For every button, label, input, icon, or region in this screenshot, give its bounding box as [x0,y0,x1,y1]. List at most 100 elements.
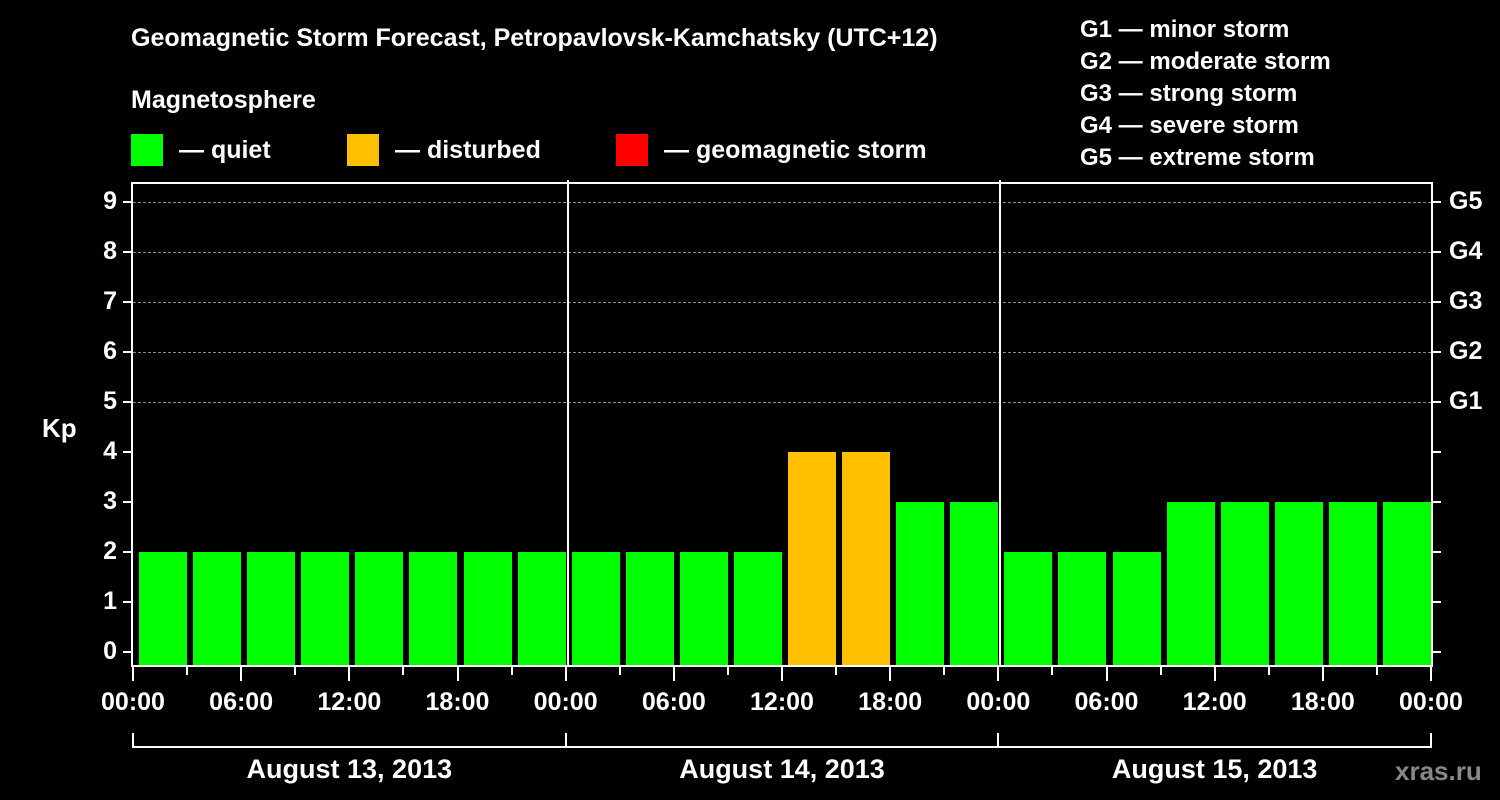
g-level-label: G1 [1449,387,1483,415]
legend-label: — quiet [179,135,271,164]
g-scale-item: G2 — moderate storm [1080,48,1331,75]
date-bracket [132,733,567,748]
y-tick-right [1433,401,1441,403]
y-tick-label: 5 [103,387,117,415]
bar-quiet [463,552,512,665]
y-tick [123,401,131,403]
x-tick [1375,667,1378,675]
bar-quiet [1382,502,1431,665]
x-tick [618,667,621,675]
y-tick-right [1433,301,1441,303]
y-tick-label: 0 [103,637,117,665]
x-tick [943,667,946,675]
y-tick [123,601,131,603]
gridline [133,402,1431,403]
x-tick [186,667,189,675]
legend-storm: — geomagnetic storm [616,134,927,166]
x-tick [348,667,351,681]
x-tick [997,667,1000,681]
bar-quiet [571,552,620,665]
y-tick-label: 8 [103,237,117,265]
y-tick-right [1433,251,1441,253]
bar-quiet [950,502,999,665]
x-tick [1105,667,1108,681]
x-tick [564,667,567,681]
bar-quiet [1220,502,1269,665]
bar-quiet [1274,502,1323,665]
x-tick [835,667,838,675]
y-tick-right [1433,351,1441,353]
y-tick-right [1433,651,1441,653]
x-tick-label: 12:00 [317,688,382,716]
g-scale-item: G1 — minor storm [1080,16,1290,43]
y-tick-label: 7 [103,287,117,315]
bar-quiet [193,552,242,665]
bar-quiet [1328,502,1377,665]
x-tick [889,667,892,681]
bar-quiet [1112,552,1161,665]
legend-swatch-quiet [131,134,163,166]
date-bracket [564,733,1000,748]
x-tick-label: 00:00 [533,688,598,716]
legend-label: — disturbed [395,135,541,164]
y-tick [123,651,131,653]
y-axis-label: Kp [42,413,77,443]
date-label: August 15, 2013 [1111,754,1318,784]
bar-quiet [517,552,566,665]
x-tick [510,667,513,675]
y-tick-right [1433,501,1441,503]
bar-quiet [1058,552,1107,665]
bar-quiet [625,552,674,665]
x-tick [1430,667,1432,681]
y-tick [123,451,131,453]
bar-quiet [247,552,296,665]
bar-quiet [733,552,782,665]
bar-quiet [409,552,458,665]
legend-disturbed: — disturbed [347,134,541,166]
g-scale-item: G5 — extreme storm [1080,144,1315,171]
x-tick-label: 18:00 [1290,688,1355,716]
day-divider [566,180,569,665]
x-tick [1321,667,1324,681]
x-tick [726,667,729,675]
bar-quiet [1004,552,1053,665]
g-level-label: G5 [1449,187,1483,215]
y-tick-label: 2 [103,537,117,565]
legend-swatch-disturbed [347,134,379,166]
date-label: August 13, 2013 [246,754,453,784]
y-tick-label: 4 [103,437,117,465]
bar-disturbed [788,452,837,665]
y-tick-label: 3 [103,487,117,515]
x-tick-label: 00:00 [101,688,165,716]
x-tick [672,667,675,681]
legend-quiet: — quiet [131,134,271,166]
gridline [133,352,1431,353]
g-scale-item: G3 — strong storm [1080,80,1298,107]
watermark: xras.ru [1395,756,1482,786]
x-tick-label: 12:00 [1182,688,1247,716]
gridline [133,252,1431,253]
x-tick-label: 00:00 [966,688,1031,716]
x-tick-label: 12:00 [750,688,814,716]
legend-label: — geomagnetic storm [664,135,927,164]
x-tick [294,667,297,675]
g-scale-legend: G1 — minor storm G2 — moderate storm G3 … [1080,14,1331,174]
chart-subtitle: Magnetosphere [131,86,316,114]
gridline [133,202,1431,203]
x-tick [132,667,134,681]
bar-disturbed [842,452,891,665]
y-tick [123,351,131,353]
x-tick-label: 06:00 [1074,688,1139,716]
y-tick [123,551,131,553]
y-tick-label: 6 [103,337,117,365]
x-tick-label: 06:00 [641,688,706,716]
x-tick [402,667,405,675]
x-tick-label: 06:00 [209,688,274,716]
y-tick [123,501,131,503]
y-tick [123,301,131,303]
x-tick-label: 00:00 [1399,688,1463,716]
x-tick [1051,667,1054,675]
bar-quiet [355,552,404,665]
y-tick-right [1433,551,1441,553]
date-label: August 14, 2013 [679,754,885,784]
